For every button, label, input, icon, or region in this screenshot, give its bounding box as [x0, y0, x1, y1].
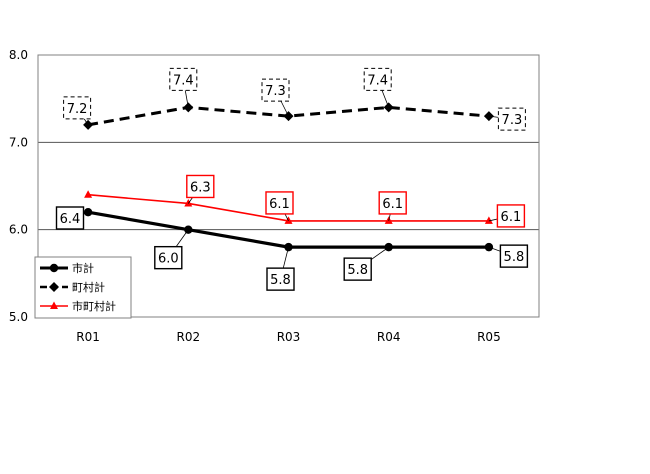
data-label-box	[363, 67, 392, 91]
data-label-box	[266, 267, 295, 291]
data-label-box	[343, 257, 372, 281]
data-point	[184, 198, 193, 207]
data-label: 7.3	[265, 84, 286, 99]
x-tick-label: R03	[277, 330, 301, 344]
x-tick-label: R04	[377, 330, 401, 344]
data-label-box	[265, 191, 294, 215]
data-point	[484, 242, 494, 252]
data-label-box	[186, 174, 215, 199]
y-tick-label: 5.0	[9, 310, 28, 324]
data-label-box	[154, 245, 183, 270]
data-label: 6.0	[158, 252, 179, 267]
data-label: 6.3	[190, 180, 211, 195]
data-label-box	[261, 78, 290, 102]
data-label-box	[63, 96, 92, 120]
data-label: 5.8	[270, 273, 291, 288]
data-label: 7.4	[367, 73, 388, 88]
data-label: 7.2	[67, 102, 88, 117]
y-tick-label: 6.0	[9, 223, 28, 237]
y-axis: 5.0 6.0 7.0 8.0	[9, 48, 28, 324]
data-labels: 6.4 6.0 5.8 5.8 5.8 7.2 7.4 7.3 7.4 7.3 6.3 6.1 6.1 6…	[55, 67, 529, 291]
legend-label: 市計	[72, 261, 94, 275]
x-tick-label: R02	[176, 330, 200, 344]
legend-marker	[49, 282, 59, 292]
data-point	[484, 216, 493, 224]
data-label: 6.1	[501, 210, 522, 225]
data-label: 6.4	[60, 212, 81, 227]
data-label: 7.4	[173, 73, 194, 88]
legend-label: 町村計	[72, 280, 105, 294]
legend-marker	[49, 263, 59, 273]
y-tick-label: 8.0	[9, 48, 28, 62]
y-tick-label: 7.0	[9, 135, 28, 149]
legend-label: 市町村計	[72, 299, 116, 313]
data-label: 5.8	[504, 250, 525, 265]
x-axis: R01 R02 R03 R04 R05	[76, 330, 500, 344]
data-label-box	[496, 204, 526, 228]
data-label: 7.3	[502, 113, 523, 128]
data-label-box	[378, 191, 407, 215]
plot-area	[37, 54, 540, 318]
data-point	[83, 208, 93, 217]
data-label: 5.8	[347, 263, 368, 278]
x-tick-label: R05	[477, 330, 501, 344]
series-line	[87, 105, 490, 127]
data-label: 6.1	[382, 197, 403, 212]
series-layer	[83, 102, 494, 252]
data-label-box	[497, 107, 526, 131]
grid-lines	[38, 141, 539, 231]
data-label-box	[169, 67, 198, 91]
x-tick-label: R01	[76, 330, 100, 344]
data-label-box	[55, 206, 85, 230]
legend-marker	[50, 301, 58, 309]
data-point	[84, 190, 93, 198]
data-label: 6.1	[269, 197, 290, 212]
data-label-box	[499, 244, 529, 268]
